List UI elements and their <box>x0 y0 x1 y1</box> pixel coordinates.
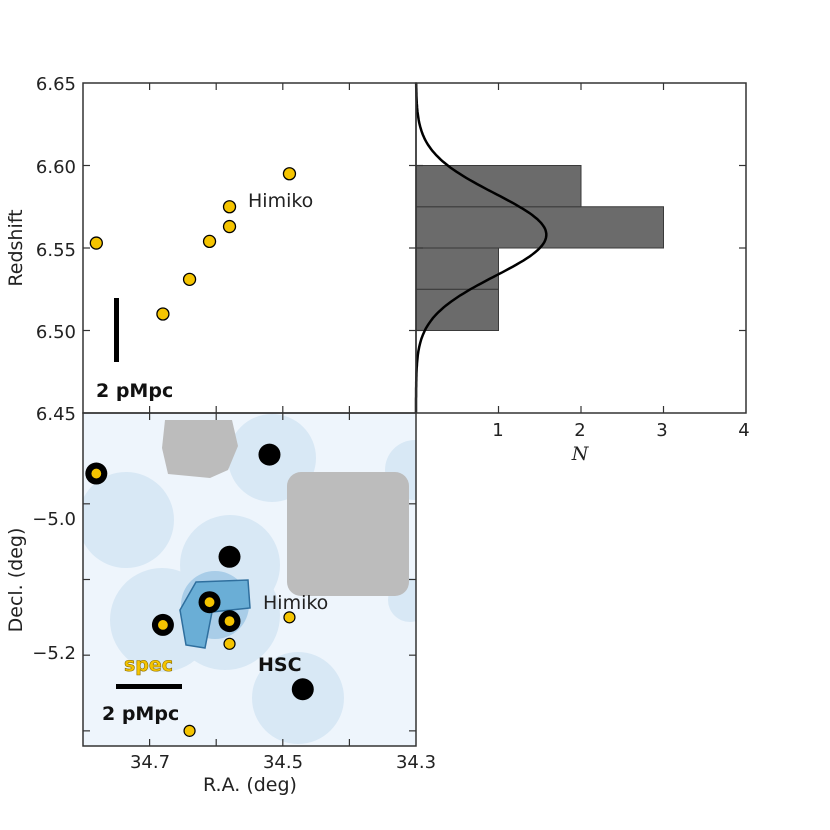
spec-point <box>222 219 237 234</box>
ytick-label: 6.60 <box>36 157 76 178</box>
spec-point <box>182 272 197 287</box>
histogram-bars <box>415 165 664 331</box>
himiko-label: Himiko <box>263 592 328 614</box>
spec-point <box>203 596 216 609</box>
ytick-label: 6.65 <box>36 74 76 95</box>
spec-point <box>283 611 296 624</box>
top-panel-frame <box>82 82 417 414</box>
density-blob <box>83 472 174 568</box>
gaussian-curve <box>414 82 548 413</box>
mask-region <box>162 420 238 478</box>
y-axis-label: Redshift <box>5 209 27 286</box>
spec-point <box>156 618 170 632</box>
xtick-label: 34.3 <box>396 752 436 773</box>
xtick-label: 34.5 <box>263 752 303 773</box>
hsc-point <box>258 443 281 466</box>
ytick-label: 6.50 <box>36 322 76 343</box>
ytick-label: −5.2 <box>32 643 76 664</box>
xtick-label: 34.7 <box>130 752 170 773</box>
x-axis-label: R.A. (deg) <box>203 774 297 796</box>
scale-bar-top <box>114 298 119 362</box>
spec-point <box>223 637 236 650</box>
spec-points <box>90 467 296 737</box>
density-peak <box>179 579 251 649</box>
spec-point <box>89 236 103 250</box>
spec-point <box>282 167 297 181</box>
xtick-label: 4 <box>738 420 749 441</box>
scale-bar-map <box>116 684 182 689</box>
hsc-label: HSC <box>258 654 302 676</box>
redshift-points <box>89 167 297 321</box>
tick-marks <box>83 83 746 746</box>
spec-point <box>223 615 236 628</box>
spec-point <box>90 467 103 480</box>
spec-point <box>222 200 237 214</box>
hsc-point <box>291 678 314 701</box>
y-axis-label: Decl. (deg) <box>5 528 27 633</box>
ytick-label: 6.45 <box>36 404 76 425</box>
himiko-label: Himiko <box>248 190 313 212</box>
ytick-label: 6.55 <box>36 240 76 261</box>
hsc-point <box>218 545 241 568</box>
histogram-bar <box>415 247 499 290</box>
histogram-bar <box>415 165 582 208</box>
scale-bar-label: 2 pMpc <box>96 380 173 402</box>
xtick-label: 1 <box>492 420 503 441</box>
mask-region <box>287 472 409 596</box>
spec-point <box>202 234 217 249</box>
x-axis-label: N <box>571 443 590 465</box>
sky-map-background <box>83 413 416 746</box>
histogram-bar <box>415 206 664 249</box>
spec-label: spec <box>124 654 173 676</box>
spec-point <box>183 724 196 737</box>
xtick-label: 3 <box>656 420 667 441</box>
spec-point <box>156 307 170 321</box>
xtick-label: 2 <box>574 420 585 441</box>
scale-bar-label: 2 pMpc <box>102 703 179 725</box>
ytick-label: −5.0 <box>32 509 76 530</box>
